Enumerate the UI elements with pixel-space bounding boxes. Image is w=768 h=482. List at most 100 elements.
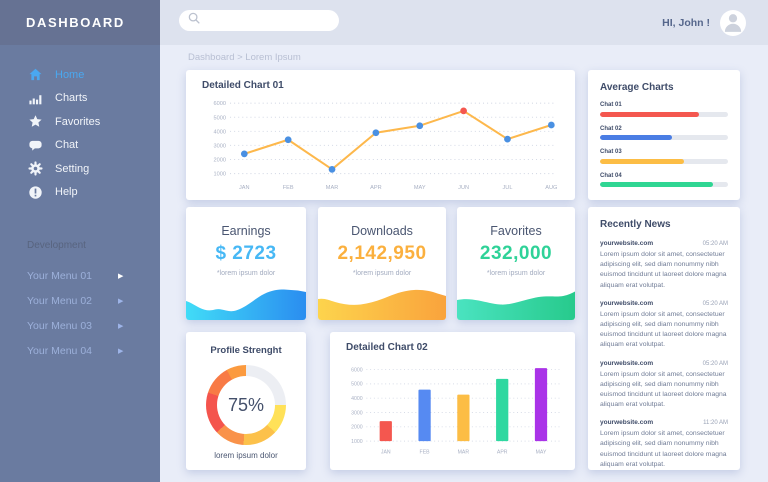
downloads-note: *lorem ipsum dolor	[352, 270, 412, 277]
sidebar-menu: Home Charts Favorites Chat Setting Help	[0, 45, 160, 204]
development-menu: Your Menu 01 ▶ Your Menu 02 ▶ Your Menu 03 ▶ Y…	[0, 263, 160, 363]
news-source: yourwebsite.com	[600, 240, 654, 247]
dev-item-label: Your Menu 02	[27, 294, 92, 307]
news-item[interactable]: yourwebsite.com 11:20 AM Lorem ipsum dolor…	[600, 419, 728, 470]
svg-text:3000: 3000	[351, 410, 363, 416]
news-item[interactable]: yourwebsite.com 05:20 AM Lorem ipsum dolor…	[600, 240, 728, 291]
svg-text:APR: APR	[370, 185, 382, 191]
line-chart: 1000 2000 3000 4000 5000 6000 JAN FEB MAR APR MAY J…	[196, 94, 567, 196]
average-bar-label: Chat 03	[600, 149, 622, 155]
breadcrumb[interactable]: Dashboard > Lorem Ipsum	[188, 52, 301, 63]
user-icon	[720, 10, 746, 36]
news-time: 05:20 AM	[702, 241, 728, 247]
svg-text:5000: 5000	[351, 382, 363, 388]
star-icon	[27, 114, 43, 130]
earnings-note: *lorem ipsum dolor	[216, 270, 276, 277]
chart02-title: Detailed Chart 02	[346, 342, 428, 353]
help-icon	[27, 184, 43, 200]
svg-text:APR: APR	[497, 449, 508, 455]
gear-icon	[27, 161, 43, 177]
svg-text:AUG: AUG	[545, 185, 557, 191]
user-greeting: HI, John !	[662, 16, 710, 29]
arrow-right-icon: ▶	[118, 297, 124, 305]
earnings-wave-chart	[186, 286, 306, 320]
profile-strength-card: Profile Strenght 75% lorem ipsum dolor	[186, 332, 306, 470]
sidebar-item-chat[interactable]: Chat	[0, 134, 160, 158]
news-time: 11:20 AM	[703, 420, 728, 427]
arrow-right-icon: ▶	[118, 322, 124, 330]
average-bar-chat-04: Chat 04	[600, 173, 728, 187]
dev-item-label: Your Menu 01	[27, 269, 92, 282]
svg-text:JUL: JUL	[502, 185, 512, 191]
progress-fill	[600, 158, 685, 164]
svg-text:6000: 6000	[351, 367, 363, 373]
dev-item-label: Your Menu 03	[27, 319, 92, 332]
earnings-title: Earnings	[221, 224, 271, 238]
average-charts-title: Average Charts	[600, 82, 674, 93]
downloads-title: Downloads	[351, 224, 413, 238]
svg-text:MAR: MAR	[326, 185, 338, 191]
downloads-wave-chart	[318, 286, 446, 320]
news-time: 05:20 AM	[702, 360, 728, 367]
news-body: Lorem ipsum dolor sit amet, consectetuer…	[600, 251, 727, 289]
svg-text:3000: 3000	[213, 143, 225, 149]
news-time: 05:20 AM	[702, 300, 728, 307]
earnings-card: Earnings $ 2723 *lorem ipsum dolor	[186, 207, 306, 320]
svg-text:2000: 2000	[213, 158, 225, 164]
average-charts-list: Chat 01 Chat 02 Chat 03 Chat 04	[600, 102, 728, 196]
downloads-card: Downloads 2,142,950 *lorem ipsum dolor	[318, 207, 446, 320]
average-bar-chat-03: Chat 03	[600, 149, 728, 164]
sidebar-item-charts[interactable]: Charts	[0, 87, 160, 111]
chat-icon	[27, 137, 43, 153]
sidebar: DASHBOARD Home Charts Favorites Chat Setting…	[0, 0, 160, 482]
average-charts-card: Average Charts Chat 01 Chat 02 Chat 03 Chat…	[588, 70, 740, 200]
svg-text:JAN: JAN	[381, 449, 391, 455]
sidebar-item-help[interactable]: Help	[0, 181, 160, 205]
topbar: HI, John !	[160, 0, 768, 45]
chart01-title: Detailed Chart 01	[202, 80, 284, 91]
profile-strength-note: lorem ipsum dolor	[214, 451, 278, 460]
average-bar-chat-01: Chat 01	[600, 102, 728, 117]
sidebar-item-setting[interactable]: Setting	[0, 157, 160, 181]
sidebar-item-label: Setting	[55, 162, 90, 175]
sidebar-item-your-menu-04[interactable]: Your Menu 04 ▶	[0, 338, 160, 363]
news-item[interactable]: yourwebsite.com 05:20 AM Lorem ipsum dolor…	[600, 300, 728, 351]
avatar[interactable]	[720, 10, 746, 36]
bar-chart: 1000 2000 3000 4000 5000 6000 JAN FEB MAR APR MAY	[340, 356, 567, 466]
profile-strength-percent: 75%	[227, 394, 265, 415]
svg-text:4000: 4000	[213, 129, 225, 135]
svg-text:2000: 2000	[351, 425, 363, 431]
progress-fill	[600, 182, 713, 187]
search-input[interactable]	[179, 10, 339, 31]
news-body: Lorem ipsum dolor sit amet, consectetuer…	[600, 310, 727, 349]
average-bar-label: Chat 02	[600, 125, 622, 132]
sidebar-item-your-menu-03[interactable]: Your Menu 03 ▶	[0, 313, 160, 338]
sidebar-item-home[interactable]: Home	[0, 63, 160, 87]
svg-text:FEB: FEB	[420, 449, 431, 455]
svg-text:4000: 4000	[351, 396, 363, 402]
profile-strength-title: Profile Strenght	[210, 345, 282, 356]
news-body: Lorem ipsum dolor sit amet, consectetuer…	[600, 370, 727, 409]
sidebar-item-favorites[interactable]: Favorites	[0, 110, 160, 134]
progress-track	[600, 135, 728, 140]
svg-text:JAN: JAN	[239, 185, 250, 191]
recently-news-title: Recently News	[600, 219, 671, 230]
arrow-right-icon: ▶	[118, 347, 124, 355]
sidebar-item-your-menu-02[interactable]: Your Menu 02 ▶	[0, 288, 160, 313]
detailed-chart-02-card: Detailed Chart 02 1000 2000 3000 4000 5000 60…	[330, 332, 575, 470]
sidebar-item-label: Favorites	[55, 115, 101, 128]
news-source: yourwebsite.com	[600, 359, 654, 367]
svg-text:5000: 5000	[213, 115, 225, 121]
progress-fill	[600, 111, 699, 117]
news-item[interactable]: yourwebsite.com 05:20 AM Lorem ipsum dolor…	[600, 360, 728, 411]
earnings-value: $ 2723	[215, 243, 277, 264]
dev-item-label: Your Menu 04	[27, 344, 92, 357]
progress-track	[600, 182, 728, 187]
home-icon	[27, 67, 43, 83]
svg-text:MAY: MAY	[536, 449, 547, 455]
svg-text:1000: 1000	[213, 172, 225, 178]
progress-fill	[600, 135, 672, 140]
progress-track	[600, 111, 728, 117]
sidebar-item-your-menu-01[interactable]: Your Menu 01 ▶	[0, 263, 160, 288]
